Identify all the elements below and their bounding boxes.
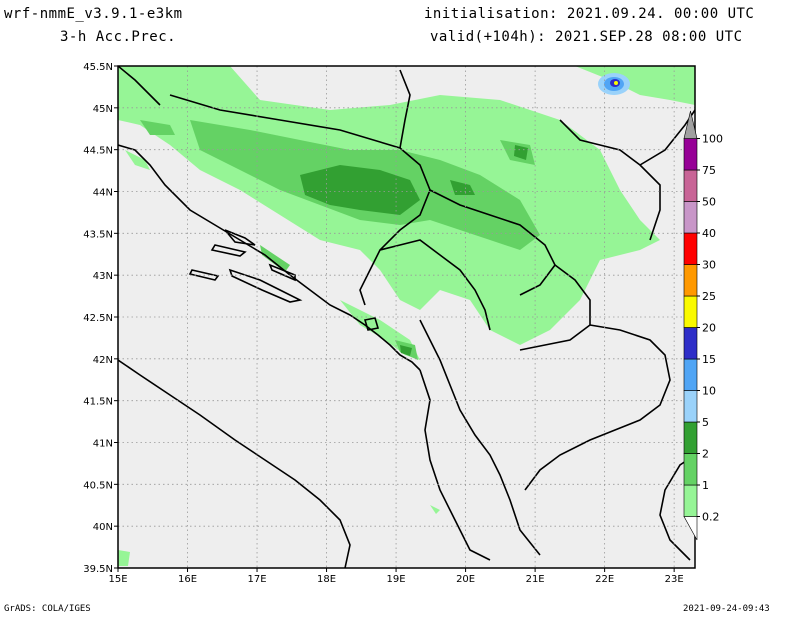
colorbar-segment: [683, 201, 698, 234]
colorbar-label: 30: [702, 259, 716, 272]
colorbar-label: 40: [702, 227, 716, 240]
colorbar-label: 100: [702, 133, 723, 146]
colorbar-label: 2: [702, 448, 709, 461]
colorbar-segment: [683, 453, 698, 486]
x-tick-label: 18E: [317, 574, 336, 585]
colorbar-label: 10: [702, 385, 716, 398]
coastlines-borders: [118, 66, 695, 568]
colorbar-label: 15: [702, 353, 716, 366]
x-tick-label: 20E: [456, 574, 475, 585]
field-name: 3-h Acc.Prec.: [60, 29, 177, 45]
colorbar-label: 75: [702, 164, 716, 177]
y-tick-label: 44N: [93, 188, 113, 199]
x-tick-label: 22E: [595, 574, 614, 585]
y-tick-label: 41N: [93, 439, 113, 450]
valid-time: valid(+104h): 2021.SEP.28 08:00 UTC: [430, 29, 743, 45]
y-tick-label: 43N: [93, 271, 113, 282]
footer-timestamp: 2021-09-24-09:43: [683, 604, 770, 614]
x-tick-label: 21E: [526, 574, 545, 585]
y-tick-labels: 45.5N 45N 44.5N 44N 43.5N 43N 42.5N 42N 41.5N 41N…: [83, 62, 118, 575]
colorbar-segment: [683, 264, 698, 297]
init-time: initialisation: 2021.09.24. 00:00 UTC: [424, 6, 755, 22]
y-tick-label: 44.5N: [83, 146, 113, 157]
lat-lon-grid: [118, 66, 695, 568]
x-tick-label: 15E: [108, 574, 127, 585]
x-tick-label: 23E: [665, 574, 684, 585]
colorbar-segment: [683, 138, 698, 171]
y-tick-label: 43.5N: [83, 229, 113, 240]
colorbar-segment: [683, 484, 698, 517]
colorbar-top-cap: [683, 110, 698, 139]
x-tick-label: 16E: [178, 574, 197, 585]
colorbar-label: 0.2: [702, 511, 720, 524]
colorbar-segment: [683, 327, 698, 360]
colorbar-label: 5: [702, 416, 709, 429]
colorbar-label: 20: [702, 322, 716, 335]
model-name: wrf-nmmE_v3.9.1-e3km: [4, 6, 183, 22]
colorbar-segment: [683, 169, 698, 202]
y-tick-label: 45N: [93, 104, 113, 115]
x-tick-labels: 15E 16E 17E 18E 19E 20E 21E 22E 23E: [108, 568, 684, 585]
footer-credit: GrADS: COLA/IGES: [4, 604, 91, 614]
colorbar-segment: [683, 295, 698, 328]
precip-intense-cell: [598, 73, 630, 95]
y-tick-label: 40N: [93, 522, 113, 533]
x-tick-label: 17E: [248, 574, 267, 585]
y-tick-label: 39.5N: [83, 564, 113, 575]
colorbar-label: 25: [702, 290, 716, 303]
y-tick-label: 41.5N: [83, 397, 113, 408]
y-tick-label: 42.5N: [83, 313, 113, 324]
colorbar-segment: [683, 358, 698, 391]
y-tick-label: 42N: [93, 355, 113, 366]
colorbar-label: 50: [702, 196, 716, 209]
precip-heavy-area: [300, 145, 528, 356]
colorbar-segment: [683, 421, 698, 454]
y-tick-label: 40.5N: [83, 480, 113, 491]
x-tick-label: 19E: [387, 574, 406, 585]
y-tick-label: 45.5N: [83, 62, 113, 73]
colorbar-segment: [683, 390, 698, 423]
colorbar-label: 1: [702, 479, 709, 492]
colorbar-segment: [683, 232, 698, 265]
